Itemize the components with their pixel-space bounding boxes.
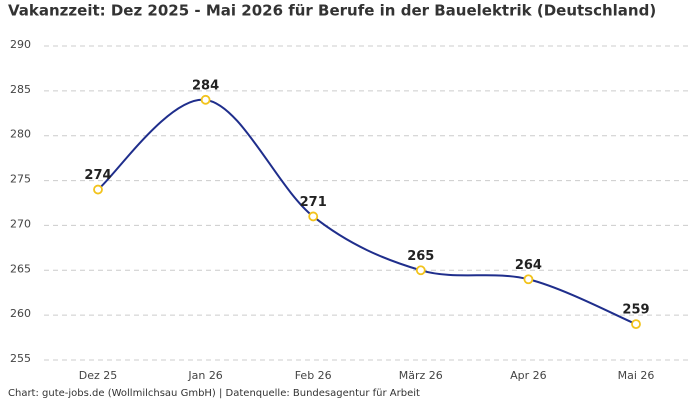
data-label: 284 <box>192 78 219 93</box>
data-point <box>631 319 641 330</box>
data-label: 264 <box>515 258 542 273</box>
y-tick-label: 260 <box>10 307 31 320</box>
data-point <box>93 184 103 195</box>
y-tick-label: 285 <box>10 83 31 96</box>
data-point <box>415 265 426 276</box>
y-tick-label: 280 <box>10 128 31 141</box>
y-tick-label: 270 <box>10 217 31 230</box>
x-tick-label: Feb 26 <box>295 369 332 382</box>
data-line <box>97 98 637 326</box>
data-point <box>308 211 319 222</box>
data-point <box>523 274 534 285</box>
data-label: 259 <box>622 303 649 318</box>
source-note: Chart: gute-jobs.de (Wollmilchsau GmbH) … <box>8 388 420 399</box>
data-point <box>200 94 211 105</box>
chart-title: Vakanzzeit: Dez 2025 - Mai 2026 für Beru… <box>8 2 656 20</box>
data-label: 271 <box>300 195 327 210</box>
x-tick-label: Dez 25 <box>79 369 118 382</box>
x-tick-label: März 26 <box>399 369 443 382</box>
y-tick-label: 275 <box>10 173 31 186</box>
x-tick-label: Apr 26 <box>510 369 547 382</box>
y-tick-label: 255 <box>10 352 31 365</box>
y-tick-label: 265 <box>10 262 31 275</box>
x-tick-label: Jan 26 <box>187 369 222 382</box>
y-tick-label: 290 <box>10 38 31 51</box>
x-tick-label: Mai 26 <box>618 369 655 382</box>
data-label: 274 <box>84 168 111 183</box>
data-label: 265 <box>407 249 434 264</box>
